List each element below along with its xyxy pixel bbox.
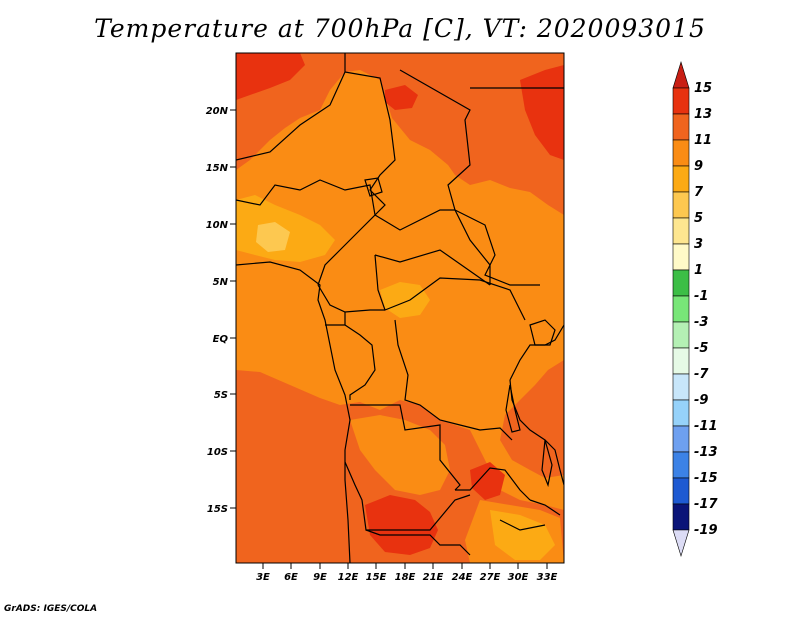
lake-victoria xyxy=(529,319,556,346)
colorbar-band xyxy=(672,87,690,115)
border-line-6 xyxy=(374,209,491,285)
colorbar-band xyxy=(672,451,690,479)
field-13-15-north-central xyxy=(385,85,418,110)
colorbar-band xyxy=(672,113,690,141)
colorbar-label: -15 xyxy=(694,471,718,486)
lat-label-10n: 10N xyxy=(206,220,229,231)
lat-label-5n: 5N xyxy=(213,277,229,288)
field-9-11-pocket-north xyxy=(260,140,445,205)
colorbar-label: -5 xyxy=(694,341,708,356)
colorbar-band xyxy=(672,269,690,297)
lon-label-27e: 27E xyxy=(480,572,501,583)
border-line-20 xyxy=(499,519,546,531)
lon-label-30e: 30E xyxy=(508,572,529,583)
field-5-7-west-coast xyxy=(256,222,290,252)
border-line-13 xyxy=(350,404,461,491)
border-line-19 xyxy=(529,499,561,516)
colorbar-band xyxy=(672,191,690,219)
political-borders xyxy=(236,53,564,563)
border-line-8 xyxy=(374,254,526,321)
lon-label-15e: 15E xyxy=(366,572,387,583)
colorbar-label: 11 xyxy=(694,133,712,148)
field-13-15-southeast xyxy=(470,462,505,500)
colorbar-label: -17 xyxy=(694,497,718,512)
colorbar-label: 3 xyxy=(694,237,703,252)
lon-label-18e: 18E xyxy=(395,572,416,583)
border-line-2 xyxy=(344,71,396,216)
colorbar-band xyxy=(672,347,690,375)
colorbar-label: 7 xyxy=(694,185,704,200)
colorbar-label: 9 xyxy=(694,159,703,174)
border-line-1 xyxy=(236,53,346,161)
colorbar-band xyxy=(672,165,690,193)
lat-label-eq: EQ xyxy=(213,334,229,345)
colorbar-band xyxy=(672,373,690,401)
colorbar-band xyxy=(672,321,690,349)
lon-label-12e: 12E xyxy=(338,572,359,583)
field-7-9-central xyxy=(380,282,430,318)
colorbar-band xyxy=(672,295,690,323)
lake-tanganyika xyxy=(505,384,521,433)
colorbar-band xyxy=(672,399,690,427)
colorbar-band xyxy=(672,503,690,531)
colorbar-label: -11 xyxy=(694,419,718,434)
lon-label-33e: 33E xyxy=(537,572,558,583)
colorbar-label: 5 xyxy=(694,211,703,226)
colorbar-label: -13 xyxy=(694,445,718,460)
colorbar-band xyxy=(672,217,690,245)
lat-label-15s: 15S xyxy=(207,504,228,515)
colorbar-label: 1 xyxy=(694,263,703,278)
field-9-11-pocket-south xyxy=(350,415,450,495)
coastline-west xyxy=(236,261,351,563)
lat-label-10s: 10S xyxy=(207,447,228,458)
border-line-15 xyxy=(365,529,471,556)
border-line-12 xyxy=(394,319,513,441)
map-frame xyxy=(235,52,565,564)
colorbar-band xyxy=(672,477,690,505)
colorbar-label: -7 xyxy=(694,367,709,382)
lat-label-20n: 20N xyxy=(206,106,229,117)
colorbar-label: -1 xyxy=(694,289,708,304)
border-line-7 xyxy=(374,249,491,286)
field-11-13-north xyxy=(236,53,564,215)
colorbar-max-arrow xyxy=(672,60,690,89)
map-title: Temperature at 700hPa [C], VT: 202009301… xyxy=(94,14,706,43)
colorbar xyxy=(672,60,690,558)
latitude-axis: 20N 15N 10N 5N EQ 5S 10S 15S xyxy=(206,106,236,515)
border-line-5 xyxy=(236,179,376,286)
field-13-15-northwest xyxy=(236,53,305,100)
border-line-11 xyxy=(344,324,376,400)
lon-label-6e: 6E xyxy=(284,572,298,583)
border-line-16 xyxy=(455,467,531,501)
lat-label-15n: 15N xyxy=(206,163,229,174)
colorbar-label: -19 xyxy=(694,523,718,538)
lake-chad xyxy=(364,177,383,197)
lon-label-3e: 3E xyxy=(256,572,270,583)
colorbar-band xyxy=(672,425,690,453)
temperature-map xyxy=(236,53,564,563)
field-13-15-south xyxy=(365,495,438,555)
lon-label-21e: 21E xyxy=(423,572,444,583)
longitude-axis: 3E 6E 9E 12E 15E 18E 21E 24E 27E 30E 33E xyxy=(256,563,558,583)
colorbar-label: 13 xyxy=(694,107,712,122)
colorbar-label: 15 xyxy=(694,81,712,96)
colorbar-label: -9 xyxy=(694,393,708,408)
colorbar-label: -3 xyxy=(694,315,708,330)
colorbar-labels: 15 13 11 9 7 5 3 1 -1 -3 -5 -7 -9 -11 -1… xyxy=(694,81,718,538)
lon-label-9e: 9E xyxy=(313,572,327,583)
colorbar-band xyxy=(672,139,690,167)
lat-label-5s: 5S xyxy=(214,390,228,401)
colorbar-min-arrow xyxy=(672,529,690,558)
field-13-15-northeast xyxy=(520,65,564,160)
grads-credit: GrADS: IGES/COLA xyxy=(4,604,98,614)
lake-malawi xyxy=(541,439,553,488)
colorbar-band xyxy=(672,243,690,271)
lon-label-24e: 24E xyxy=(452,572,473,583)
